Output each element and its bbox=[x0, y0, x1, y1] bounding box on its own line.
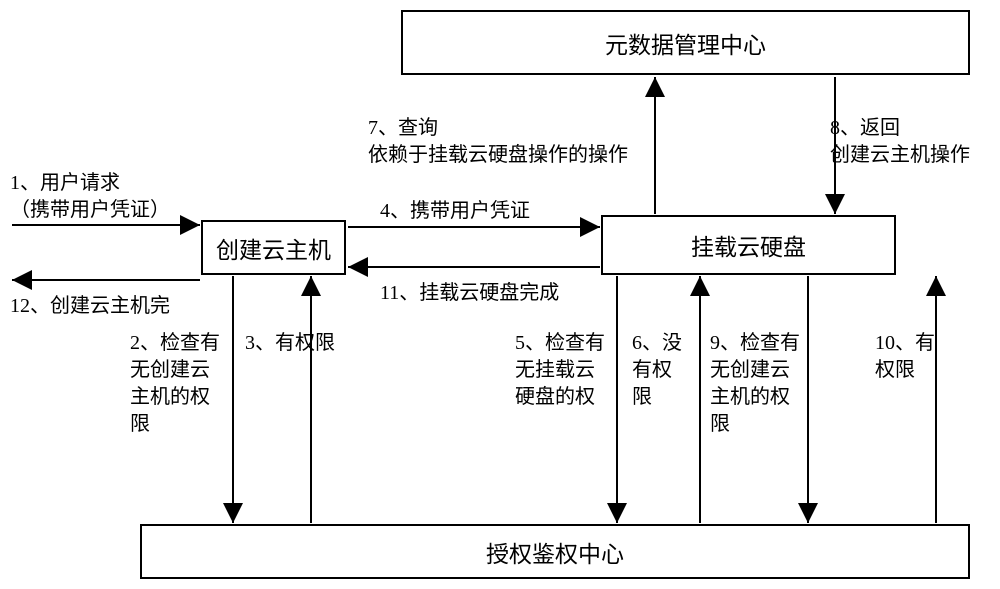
edge-label-12: 12、创建云主机完 bbox=[10, 293, 170, 320]
node-label: 挂载云硬盘 bbox=[691, 228, 806, 262]
edge-label-10: 10、有 权限 bbox=[875, 330, 935, 384]
node-mount-disk: 挂载云硬盘 bbox=[601, 215, 896, 275]
node-label: 创建云主机 bbox=[216, 231, 331, 265]
edge-label-7: 7、查询 依赖于挂载云硬盘操作的操作 bbox=[368, 115, 628, 169]
edge-label-9: 9、检查有 无创建云 主机的权 限 bbox=[710, 330, 800, 438]
node-create-host: 创建云主机 bbox=[201, 220, 346, 275]
node-auth-center: 授权鉴权中心 bbox=[140, 524, 970, 579]
edge-label-4: 4、携带用户凭证 bbox=[380, 198, 530, 225]
edge-label-11: 11、挂载云硬盘完成 bbox=[380, 280, 559, 307]
edge-label-6: 6、没 有权 限 bbox=[632, 330, 682, 411]
edge-label-8: 8、返回 创建云主机操作 bbox=[830, 115, 970, 169]
edge-label-2: 2、检查有 无创建云 主机的权 限 bbox=[130, 330, 220, 438]
edge-label-5: 5、检查有 无挂载云 硬盘的权 bbox=[515, 330, 605, 411]
node-label: 授权鉴权中心 bbox=[486, 535, 624, 569]
node-meta-center: 元数据管理中心 bbox=[401, 10, 970, 75]
edge-label-3: 3、有权限 bbox=[245, 330, 335, 357]
edge-label-1: 1、用户请求 （携带用户凭证） bbox=[10, 170, 170, 224]
node-label: 元数据管理中心 bbox=[605, 26, 766, 60]
